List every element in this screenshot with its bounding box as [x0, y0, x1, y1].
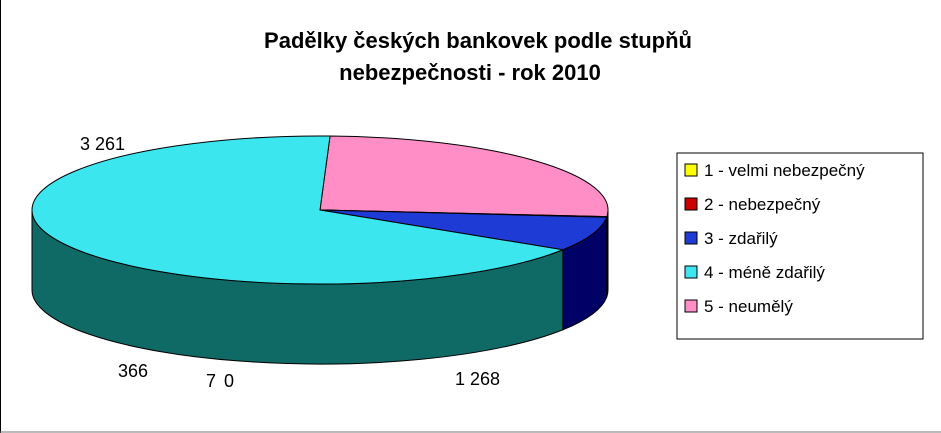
legend-label-4: 4 - méně zdařilý — [704, 263, 825, 282]
chart-title-line1: Padělky českých bankovek podle stupňů — [264, 28, 692, 53]
data-label-5: 1 268 — [455, 369, 500, 389]
pie-slice-3 — [319, 209, 608, 251]
legend-swatch-2 — [684, 197, 698, 211]
data-label-4: 3 261 — [80, 134, 125, 154]
legend-swatch-5 — [684, 299, 698, 313]
legend-swatch-4 — [684, 265, 698, 279]
chart-title-line2: nebezpečnosti - rok 2010 — [339, 60, 601, 85]
pie-slice-5 — [319, 135, 609, 218]
legend-item-1: 1 - velmi nebezpečný — [684, 161, 865, 180]
legend-swatch-1 — [684, 163, 698, 177]
legend-item-4: 4 - méně zdařilý — [684, 263, 825, 282]
legend-item-5: 5 - neumělý — [684, 297, 793, 316]
legend-swatch-3 — [684, 231, 698, 245]
legend-label-2: 2 - nebezpečný — [704, 195, 821, 214]
legend-label-1: 1 - velmi nebezpečný — [704, 161, 865, 180]
data-label-1: 0 — [224, 371, 234, 391]
legend-item-3: 3 - zdařilý — [684, 229, 778, 248]
legend-items: 1 - velmi nebezpečný 2 - nebezpečný 3 - zd… — [684, 161, 865, 316]
pie-tops — [31, 135, 609, 285]
legend-label-3: 3 - zdařilý — [704, 229, 778, 248]
data-label-3: 366 — [118, 361, 148, 381]
data-label-2: 7 — [206, 371, 216, 391]
legend-box — [676, 152, 924, 340]
pie-slice-4 — [31, 135, 565, 285]
legend-item-2: 2 - nebezpečný — [684, 195, 821, 214]
legend-label-5: 5 - neumělý — [704, 297, 793, 316]
legend: 1 - velmi nebezpečný 2 - nebezpečný 3 - zd… — [676, 152, 924, 340]
